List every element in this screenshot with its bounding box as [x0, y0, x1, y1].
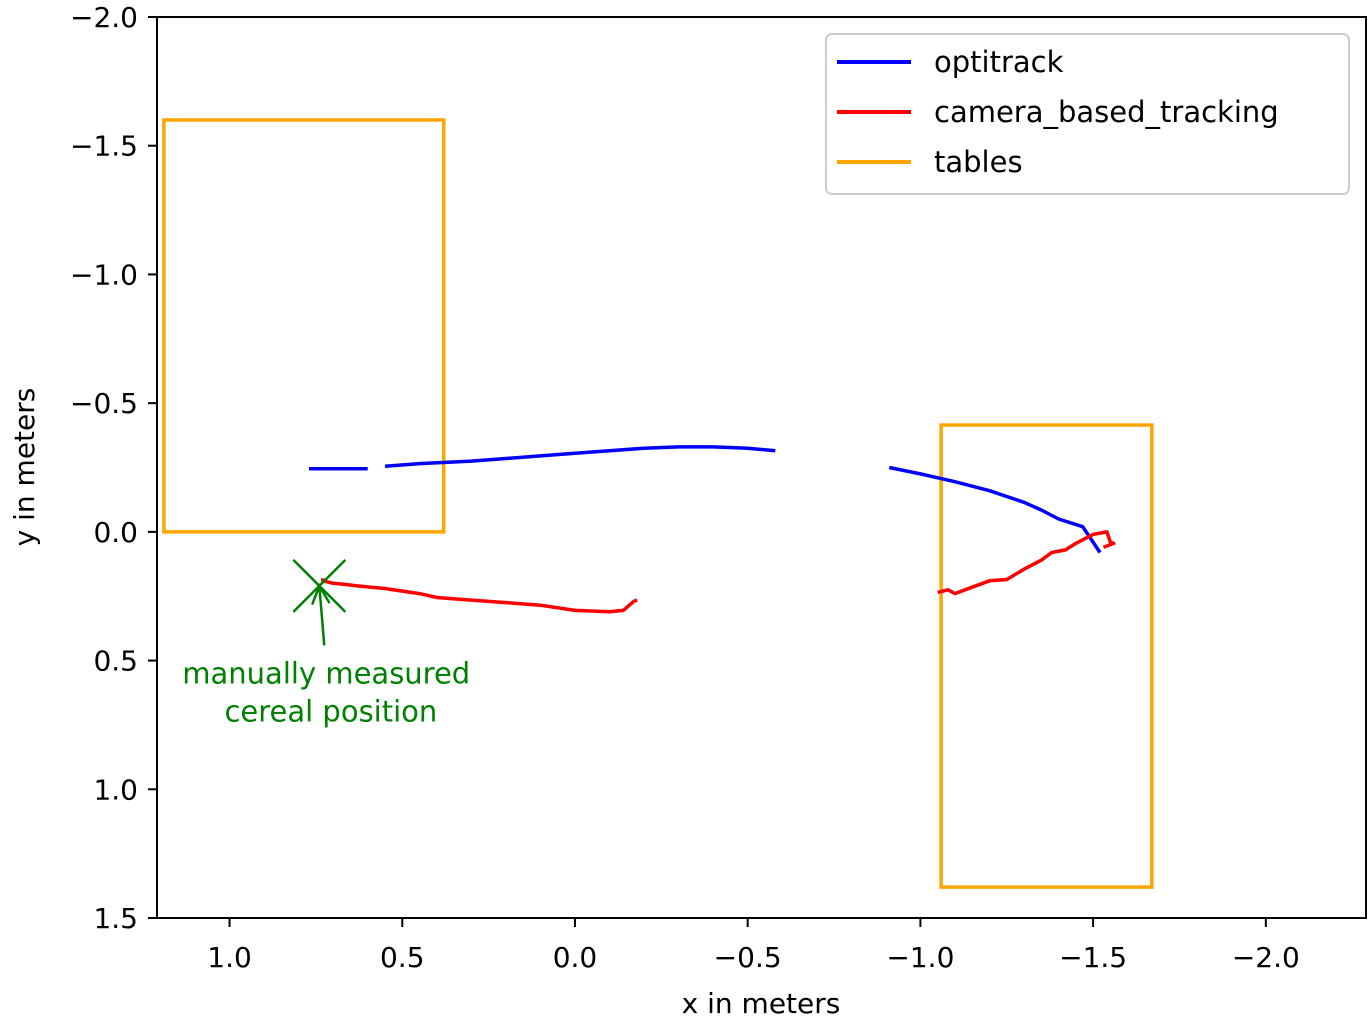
- series-camera-based-tracking-segment-1: [321, 578, 638, 614]
- annotation-arrow-shaft: [318, 585, 326, 646]
- y-tick-label: 1.5: [93, 902, 138, 935]
- table-rect-2: [939, 423, 1154, 889]
- x-tick-label: −2.0: [1232, 941, 1300, 974]
- annotation-text-line-2: cereal position: [215, 694, 437, 728]
- y-axis-ticks: −2.0 −1.5 −1.0 −0.5 0.0 0.5 1.0 1.5: [70, 1, 157, 935]
- x-tick-label: 1.0: [207, 941, 252, 974]
- table-rect-1: [162, 118, 446, 534]
- legend-box: [825, 33, 1350, 195]
- x-axis-label: x in meters: [682, 987, 841, 1020]
- x-tick-label: −1.0: [886, 941, 954, 974]
- y-tick-label: 0.0: [93, 516, 138, 549]
- y-tick-label: −0.5: [70, 387, 138, 420]
- series-optitrack-segment-3: [888, 465, 1102, 554]
- x-tick-label: −0.5: [714, 941, 782, 974]
- y-tick-label: 1.0: [93, 773, 138, 806]
- x-axis-ticks: 1.0 0.5 0.0 −0.5 −1.0 −1.5 −2.0: [207, 918, 1300, 974]
- y-axis-label: y in meters: [8, 388, 41, 547]
- y-tick-label: −1.5: [70, 130, 138, 163]
- series-optitrack-segment-2: [384, 445, 776, 468]
- annotation-text-line-1: manually measured: [182, 656, 470, 690]
- plot-frame: [156, 16, 1367, 919]
- y-tick-label: −1.0: [70, 258, 138, 291]
- x-tick-label: 0.5: [380, 941, 425, 974]
- legend-label-tables: tables: [934, 145, 1023, 179]
- annotation-layer: manually measured cereal position: [182, 583, 470, 728]
- legend-label-optitrack: optitrack: [934, 45, 1064, 79]
- series-layer: [309, 445, 1116, 614]
- x-tick-label: −1.5: [1059, 941, 1127, 974]
- annotation-arrow-head: [310, 583, 331, 606]
- y-tick-label: −2.0: [70, 1, 138, 34]
- legend-label-camera-based-tracking: camera_based_tracking: [934, 95, 1279, 129]
- tables-layer: [162, 118, 1154, 889]
- x-tick-label: 0.0: [553, 941, 598, 974]
- y-tick-label: 0.5: [93, 645, 138, 678]
- series-camera-based-tracking-segment-2: [937, 530, 1116, 596]
